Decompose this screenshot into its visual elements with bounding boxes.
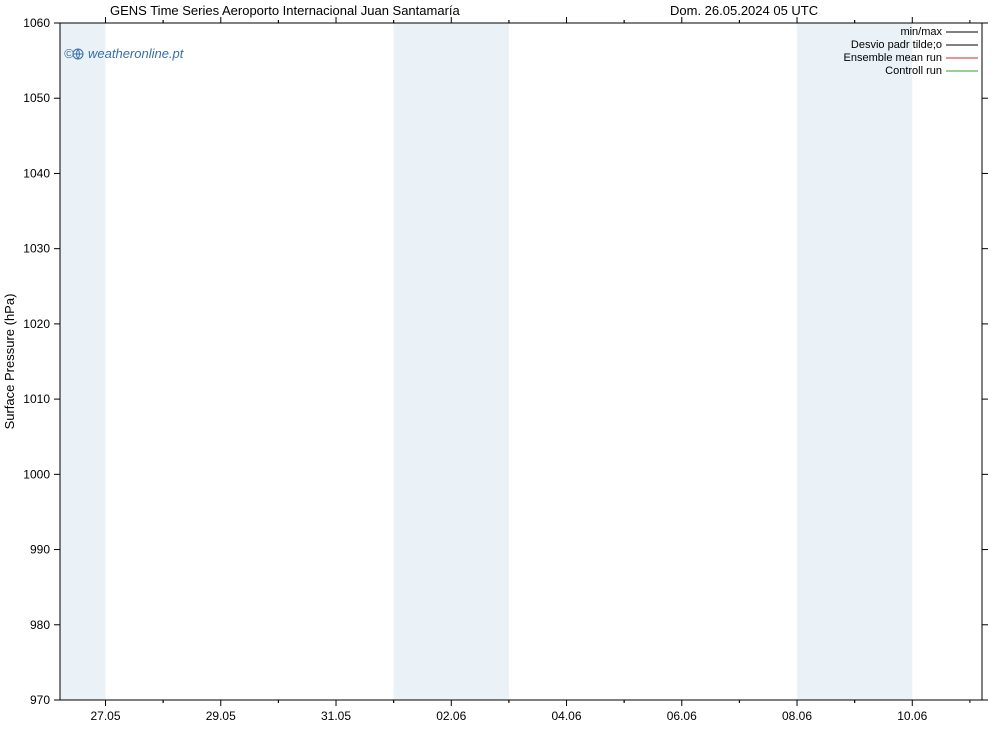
svg-text:weatheronline.pt: weatheronline.pt <box>88 46 185 61</box>
y-tick-label: 1010 <box>23 392 50 406</box>
y-tick-label: 1020 <box>23 317 50 331</box>
y-tick-label: 1040 <box>23 166 50 180</box>
y-tick-label: 1030 <box>23 242 50 256</box>
chart-container: 970 980 990 1000 1010 1020 1030 1040 1050 1060 27.… <box>0 0 1000 733</box>
shaded-band <box>797 23 912 700</box>
legend-label: Ensemble mean run <box>844 52 942 64</box>
y-tick-label: 980 <box>30 618 50 632</box>
x-tick-label: 04.06 <box>552 709 582 723</box>
legend-label: Desvio padr tilde;o <box>851 39 942 51</box>
y-axis-label: Surface Pressure (hPa) <box>2 294 17 430</box>
x-tick-label: 02.06 <box>436 709 466 723</box>
shaded-band <box>60 23 106 700</box>
x-tick-label: 10.06 <box>897 709 927 723</box>
chart-title-right: Dom. 26.05.2024 05 UTC <box>670 3 818 18</box>
legend-label: min/max <box>900 26 942 38</box>
x-tick-label: 29.05 <box>206 709 236 723</box>
y-tick-label: 970 <box>30 693 50 707</box>
x-tick-label: 06.06 <box>667 709 697 723</box>
y-tick-label: 1000 <box>23 467 50 481</box>
x-tick-label: 31.05 <box>321 709 351 723</box>
x-tick-label: 08.06 <box>782 709 812 723</box>
chart-svg: 970 980 990 1000 1010 1020 1030 1040 1050 1060 27.… <box>0 0 1000 733</box>
x-tick-label: 27.05 <box>91 709 121 723</box>
shaded-band <box>394 23 509 700</box>
legend-label: Controll run <box>885 65 942 77</box>
svg-text:©: © <box>64 46 74 61</box>
y-tick-label: 1050 <box>23 91 50 105</box>
y-tick-label: 990 <box>30 543 50 557</box>
chart-title-left: GENS Time Series Aeroporto Internacional… <box>110 3 461 18</box>
y-tick-label: 1060 <box>23 16 50 30</box>
